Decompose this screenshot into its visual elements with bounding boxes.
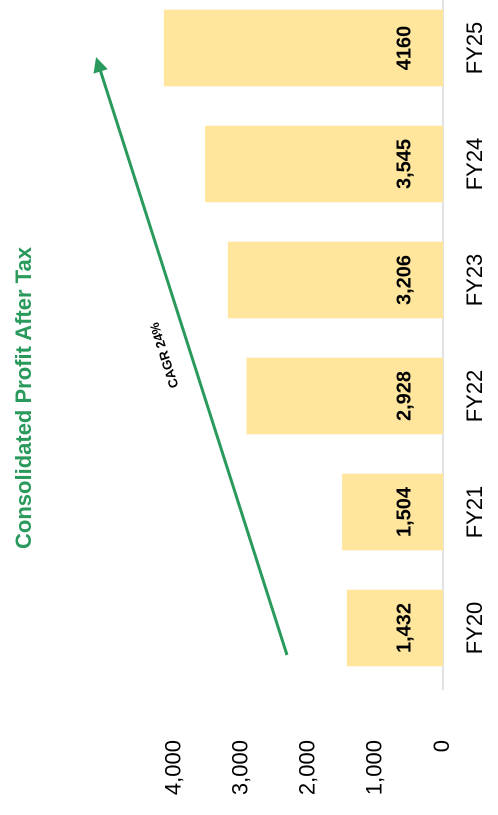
y-tick-label: 0 <box>429 740 454 752</box>
y-tick-label: 1,000 <box>362 740 387 795</box>
bar <box>205 125 443 203</box>
value-label: 4160 <box>393 26 415 71</box>
x-tick-label: FY25 <box>462 22 487 75</box>
value-label: 1,432 <box>393 603 415 653</box>
y-tick-label: 2,000 <box>295 740 320 795</box>
value-label: 1,504 <box>393 486 415 537</box>
x-tick-label: FY22 <box>462 370 487 423</box>
bar <box>342 473 443 551</box>
bar <box>227 241 443 319</box>
bar <box>163 9 443 87</box>
x-tick-label: FY20 <box>462 602 487 655</box>
value-label: 3,545 <box>393 139 415 189</box>
bar <box>246 357 443 435</box>
bar <box>346 589 443 667</box>
x-tick-label: FY24 <box>462 138 487 191</box>
x-tick-label: FY21 <box>462 486 487 539</box>
y-tick-label: 4,000 <box>160 740 185 795</box>
x-tick-label: FY23 <box>462 254 487 307</box>
y-tick-label: 3,000 <box>227 740 252 795</box>
value-label: 2,928 <box>393 371 415 421</box>
rotated-plot: Consolidated Profit After Tax 0 1,000 2,00… <box>11 0 487 795</box>
annotation: CAGR 24% <box>146 320 181 390</box>
value-label: 3,206 <box>393 255 415 305</box>
chart-title: Consolidated Profit After Tax <box>11 246 36 549</box>
trend-arrow <box>93 57 289 656</box>
